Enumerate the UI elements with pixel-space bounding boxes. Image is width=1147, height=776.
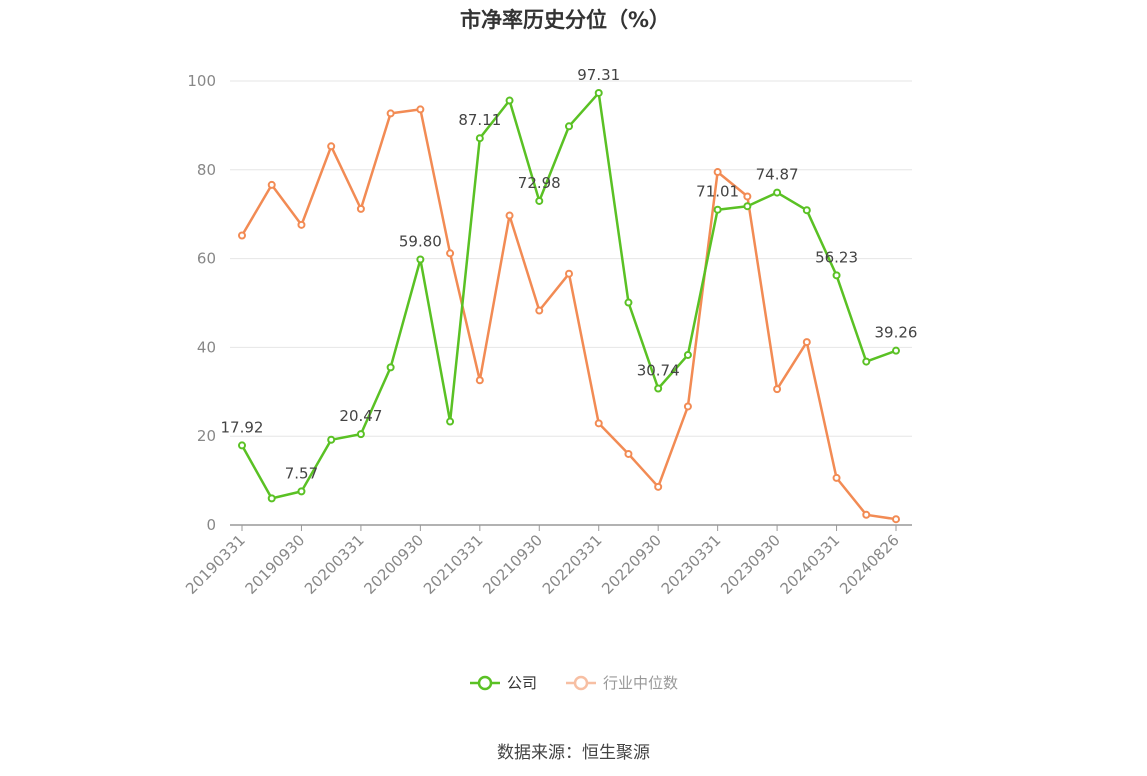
data-point-company bbox=[594, 88, 603, 97]
y-tick-label: 0 bbox=[206, 516, 216, 534]
x-tick-label: 20240826 bbox=[836, 531, 903, 598]
data-point-industry bbox=[892, 515, 900, 524]
data-point-company bbox=[743, 202, 752, 211]
legend-swatch-company bbox=[469, 675, 500, 690]
data-point-company bbox=[892, 346, 900, 355]
y-tick-label: 100 bbox=[187, 72, 216, 90]
data-point-company bbox=[624, 298, 633, 307]
data-point-industry bbox=[356, 204, 365, 213]
data-point-industry bbox=[238, 231, 246, 240]
data-label: 71.01 bbox=[696, 183, 739, 201]
data-point-company bbox=[475, 134, 484, 143]
data-point-industry bbox=[862, 510, 871, 519]
data-point-company bbox=[535, 196, 544, 205]
data-point-company bbox=[446, 417, 455, 426]
data-label: 30.74 bbox=[637, 362, 680, 380]
x-tick-label: 20190331 bbox=[182, 531, 249, 598]
series-line-company bbox=[240, 91, 897, 500]
data-point-industry bbox=[416, 105, 425, 114]
data-label: 7.57 bbox=[285, 464, 318, 482]
data-point-industry bbox=[743, 192, 752, 201]
data-point-industry bbox=[683, 402, 692, 411]
data-label: 20.47 bbox=[339, 407, 382, 425]
data-point-company bbox=[654, 384, 663, 393]
x-axis bbox=[230, 524, 912, 531]
x-tick-label: 20210930 bbox=[479, 531, 546, 598]
data-point-company bbox=[386, 363, 395, 372]
x-tick-label: 20200331 bbox=[301, 531, 368, 598]
data-point-company bbox=[356, 430, 365, 439]
chart-title: 市净率历史分位（%） bbox=[459, 8, 671, 32]
data-point-industry bbox=[594, 419, 603, 428]
data-point-company bbox=[773, 188, 782, 197]
x-tick-label: 20220930 bbox=[598, 531, 665, 598]
data-point-industry bbox=[624, 449, 633, 458]
data-point-company bbox=[565, 122, 573, 131]
data-point-company bbox=[832, 271, 841, 280]
x-tick-label: 20190930 bbox=[242, 531, 309, 598]
data-label: 39.26 bbox=[875, 324, 918, 342]
data-point-industry bbox=[505, 211, 514, 220]
data-point-company bbox=[862, 357, 871, 366]
data-label: 72.98 bbox=[518, 174, 561, 192]
data-point-company bbox=[238, 441, 246, 450]
data-point-industry bbox=[802, 338, 811, 347]
data-point-industry bbox=[267, 180, 276, 189]
data-point-industry bbox=[446, 249, 455, 258]
data-point-industry bbox=[832, 473, 841, 482]
data-point-industry bbox=[565, 269, 573, 278]
data-point-company bbox=[267, 494, 276, 503]
data-point-industry bbox=[535, 306, 544, 315]
x-tick-label: 20220331 bbox=[539, 531, 606, 598]
legend-item-industry[interactable]: 行业中位数 bbox=[565, 672, 678, 693]
data-point-company bbox=[713, 205, 722, 214]
data-label: 87.11 bbox=[458, 111, 501, 129]
data-point-industry bbox=[654, 482, 663, 491]
data-label: 59.80 bbox=[399, 232, 442, 250]
data-label: 56.23 bbox=[815, 248, 858, 266]
legend-label-industry: 行业中位数 bbox=[603, 674, 679, 692]
data-label: 17.92 bbox=[221, 418, 264, 436]
data-point-company bbox=[683, 350, 692, 359]
x-tick-label: 20210331 bbox=[420, 531, 487, 598]
legend: 公司 行业中位数 bbox=[0, 672, 1147, 693]
data-point-industry bbox=[773, 385, 782, 394]
data-point-company bbox=[416, 255, 425, 264]
y-axis-labels: 0 20 40 60 80 100 bbox=[187, 72, 216, 534]
x-axis-labels: 2019033120190930202003312020093020210331… bbox=[182, 531, 903, 598]
data-point-industry bbox=[386, 109, 395, 118]
data-point-industry bbox=[713, 168, 722, 177]
data-point-company bbox=[327, 435, 336, 444]
data-label: 97.31 bbox=[577, 66, 620, 84]
y-tick-label: 40 bbox=[197, 338, 216, 356]
legend-swatch-industry bbox=[566, 675, 596, 690]
data-point-industry bbox=[475, 376, 484, 385]
legend-label-company: 公司 bbox=[506, 674, 537, 692]
grid-lines bbox=[230, 80, 912, 437]
data-label: 74.87 bbox=[756, 166, 799, 184]
x-tick-label: 20230331 bbox=[658, 531, 725, 598]
data-point-industry bbox=[327, 142, 336, 151]
data-labels: 17.92 7.57 20.47 59.80 87.11 72.98 97.31 30.74 7… bbox=[221, 66, 918, 482]
data-point-industry bbox=[297, 220, 306, 229]
data-points bbox=[238, 88, 900, 524]
x-tick-label: 20230930 bbox=[717, 531, 784, 598]
x-tick-label: 20240331 bbox=[777, 531, 844, 598]
data-point-company bbox=[505, 96, 514, 105]
data-point-company bbox=[297, 487, 306, 496]
data-point-company bbox=[802, 206, 811, 215]
source-note: 数据来源：恒生聚源 bbox=[497, 743, 650, 763]
x-tick-label: 20200930 bbox=[360, 531, 427, 598]
y-tick-label: 20 bbox=[197, 427, 216, 445]
series-lines bbox=[240, 91, 897, 521]
y-tick-label: 80 bbox=[197, 161, 216, 179]
legend-item-company[interactable]: 公司 bbox=[469, 672, 537, 693]
y-tick-label: 60 bbox=[197, 250, 216, 268]
